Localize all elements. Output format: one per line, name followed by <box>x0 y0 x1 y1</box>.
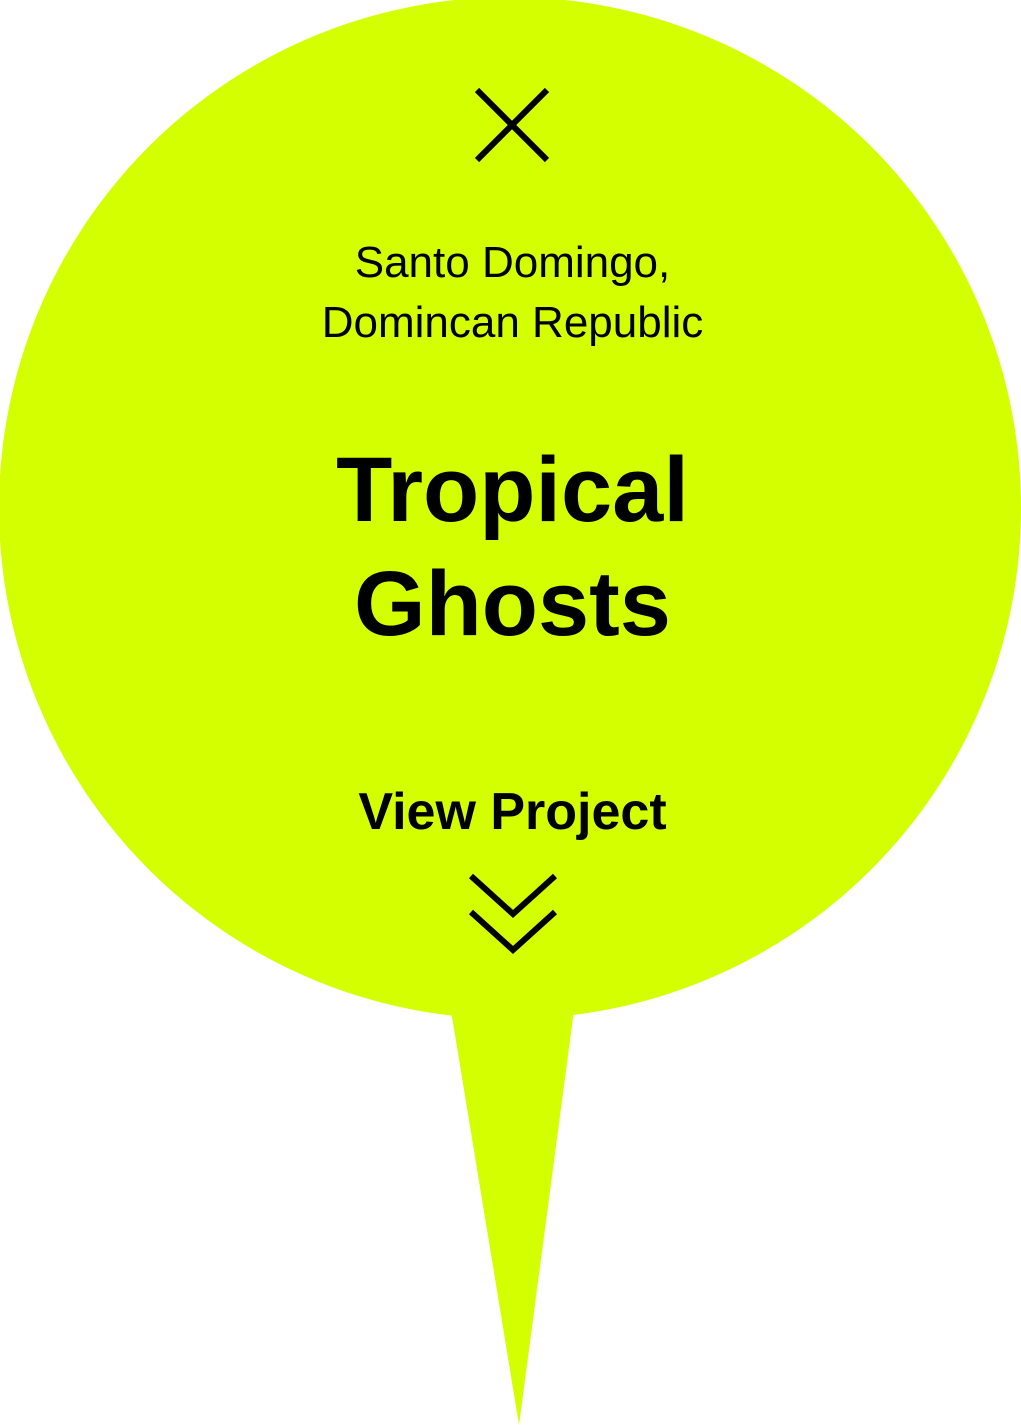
location-line-2: Domincan Republic <box>321 298 704 347</box>
view-project-link[interactable]: View Project <box>260 780 765 970</box>
project-title-line-1: Tropical <box>336 439 689 541</box>
project-title-line-2: Ghosts <box>354 553 671 655</box>
close-button[interactable] <box>471 84 553 166</box>
close-icon <box>474 87 550 163</box>
double-chevron-down-icon <box>468 872 558 962</box>
view-project-label: View Project <box>358 783 667 841</box>
location-line-1: Santo Domingo, <box>354 238 671 287</box>
